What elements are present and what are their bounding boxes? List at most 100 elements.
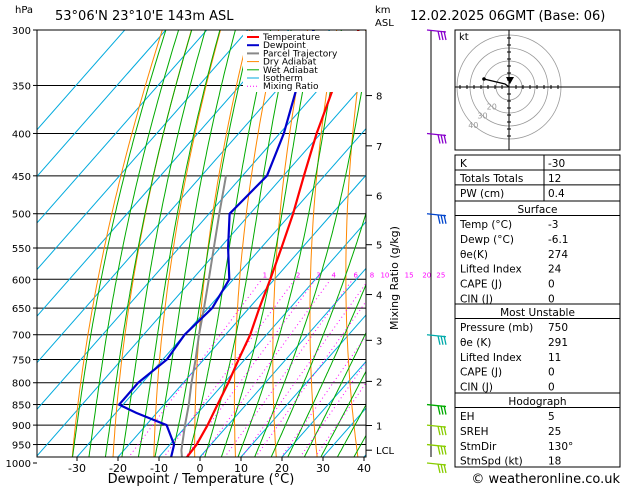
mixing-ratio-label: 15 bbox=[405, 271, 414, 279]
hodograph-row-value: 25 bbox=[548, 426, 561, 438]
wind-barb bbox=[426, 443, 447, 455]
isotherm bbox=[37, 81, 366, 457]
legend-entry: Parcel Trajectory bbox=[263, 49, 338, 59]
hodograph-point bbox=[482, 77, 486, 81]
mixing-ratio-line bbox=[314, 382, 366, 457]
wind-barb-flag bbox=[440, 214, 444, 224]
surface-row-label: θe(K) bbox=[460, 249, 488, 261]
surface-row-label: CIN (J) bbox=[460, 294, 493, 306]
mixing-ratio-label: 25 bbox=[436, 271, 445, 279]
isotherm bbox=[76, 127, 366, 457]
wind-barb bbox=[426, 462, 447, 474]
mixing-ratio-label: 20 bbox=[422, 271, 431, 279]
unstable-row-label: CAPE (J) bbox=[460, 367, 502, 379]
wind-barb-flag bbox=[443, 463, 447, 474]
surface-row-value: 0 bbox=[548, 279, 555, 291]
wind-barb bbox=[426, 213, 447, 224]
parcel-trajectory bbox=[180, 175, 227, 457]
wind-barb-staff bbox=[426, 132, 447, 137]
asl-label: ASL bbox=[375, 18, 394, 29]
wind-barb-flag bbox=[437, 134, 441, 144]
pressure-tick-label: 800 bbox=[12, 379, 31, 390]
unstable-row-value: 291 bbox=[548, 337, 568, 349]
wind-barb bbox=[426, 334, 447, 345]
wet-adiabat bbox=[287, 283, 366, 457]
unstable-row-label: Lifted Index bbox=[460, 352, 522, 364]
wind-barb-flag bbox=[440, 445, 444, 455]
isotherm bbox=[199, 267, 366, 457]
wind-barb-flag bbox=[440, 30, 444, 41]
unstable-row-label: Pressure (mb) bbox=[460, 322, 533, 334]
wind-barb bbox=[426, 424, 447, 436]
unstable-row-value: 11 bbox=[548, 352, 561, 364]
height-tick-label: 7 bbox=[376, 142, 382, 153]
wet-adiabat bbox=[171, 30, 253, 457]
mixing-ratio-axis-label: Mixing Ratio (g/kg) bbox=[388, 226, 401, 330]
pressure-tick-label: 500 bbox=[12, 210, 31, 221]
mixing-ratio-line bbox=[200, 279, 332, 457]
wind-barb-staff bbox=[426, 403, 447, 408]
wind-barb-flag bbox=[437, 463, 441, 474]
index-row-label: Totals Totals bbox=[459, 173, 523, 185]
wind-barb-flag bbox=[443, 214, 447, 224]
temperature-tick-label: -20 bbox=[109, 462, 127, 475]
surface-row-label: Lifted Index bbox=[460, 264, 522, 276]
wind-barb-flag bbox=[440, 405, 444, 415]
wind-barb-flag bbox=[443, 425, 447, 436]
dry-adiabat bbox=[71, 30, 163, 457]
pressure-tick-label: 1000 bbox=[6, 459, 31, 470]
wind-barb-flag bbox=[443, 405, 447, 415]
hpa-label: hPa bbox=[15, 5, 33, 16]
wet-adiabat bbox=[303, 331, 366, 457]
isotherm bbox=[37, 30, 126, 131]
wind-barb-staff bbox=[426, 424, 447, 428]
wet-adiabat bbox=[187, 30, 272, 457]
mixing-ratio-label: 2 bbox=[296, 271, 300, 279]
location-title: 53°06'N 23°10'E 143m ASL bbox=[55, 9, 234, 24]
height-tick-label: LCL bbox=[376, 446, 395, 457]
mixing-ratio-label: 10 bbox=[380, 271, 389, 279]
x-axis-label: Dewpoint / Temperature (°C) bbox=[108, 472, 295, 486]
hodograph-title: Hodograph bbox=[508, 396, 566, 408]
mixing-ratio-line bbox=[241, 282, 366, 457]
isotherm bbox=[158, 221, 366, 457]
wind-barb-flag bbox=[440, 463, 444, 474]
wind-barb-flag bbox=[437, 335, 441, 345]
wind-barb-flag bbox=[440, 335, 444, 345]
surface-row-value: 0 bbox=[548, 294, 555, 306]
legend-entry: Dry Adiabat bbox=[263, 58, 317, 68]
unstable-row-label: θe (K) bbox=[460, 337, 491, 349]
wind-barb-flag bbox=[440, 425, 444, 436]
temperature-axis: -30 -20 -10 0 10 20 30 40 bbox=[68, 457, 371, 475]
height-tick-label: 4 bbox=[376, 291, 382, 302]
storm-motion-marker bbox=[506, 77, 514, 84]
mixing-ratio-label: 6 bbox=[354, 271, 359, 279]
mixing-ratio-line bbox=[184, 279, 317, 457]
wind-barb-staff bbox=[426, 334, 447, 338]
pressure-tick-label: 450 bbox=[12, 172, 31, 183]
wind-barb-staff bbox=[426, 443, 447, 448]
wet-adiabat bbox=[270, 211, 366, 457]
index-row-label: K bbox=[460, 158, 468, 170]
hodograph-row-label: StmSpd (kt) bbox=[460, 456, 523, 468]
mixing-ratio-label: 1 bbox=[263, 271, 267, 279]
wet-adiabat bbox=[72, 30, 167, 457]
plot-frame bbox=[36, 29, 367, 458]
hodograph-stats-box bbox=[454, 392, 621, 468]
hodograph-row-value: 130° bbox=[548, 441, 573, 453]
datetime-title: 12.02.2025 06GMT (Base: 06) bbox=[410, 9, 605, 24]
hodograph-row-label: SREH bbox=[460, 426, 489, 438]
wind-barb-flag bbox=[440, 134, 444, 144]
temperature-tick-label: 40 bbox=[357, 462, 371, 475]
temperature-tick-label: -30 bbox=[68, 462, 86, 475]
dry-adiabat bbox=[153, 30, 222, 457]
wind-barb-flag bbox=[437, 30, 441, 41]
wind-barb bbox=[426, 29, 447, 41]
wet-adiabat bbox=[220, 30, 316, 457]
mixing-ratio-line bbox=[224, 279, 354, 457]
wind-barb-staff bbox=[426, 213, 447, 217]
mixing-ratio-labels: 1 2 3 4 6 8 10 15 20 25 bbox=[263, 271, 446, 279]
wet-adiabat bbox=[104, 30, 193, 457]
